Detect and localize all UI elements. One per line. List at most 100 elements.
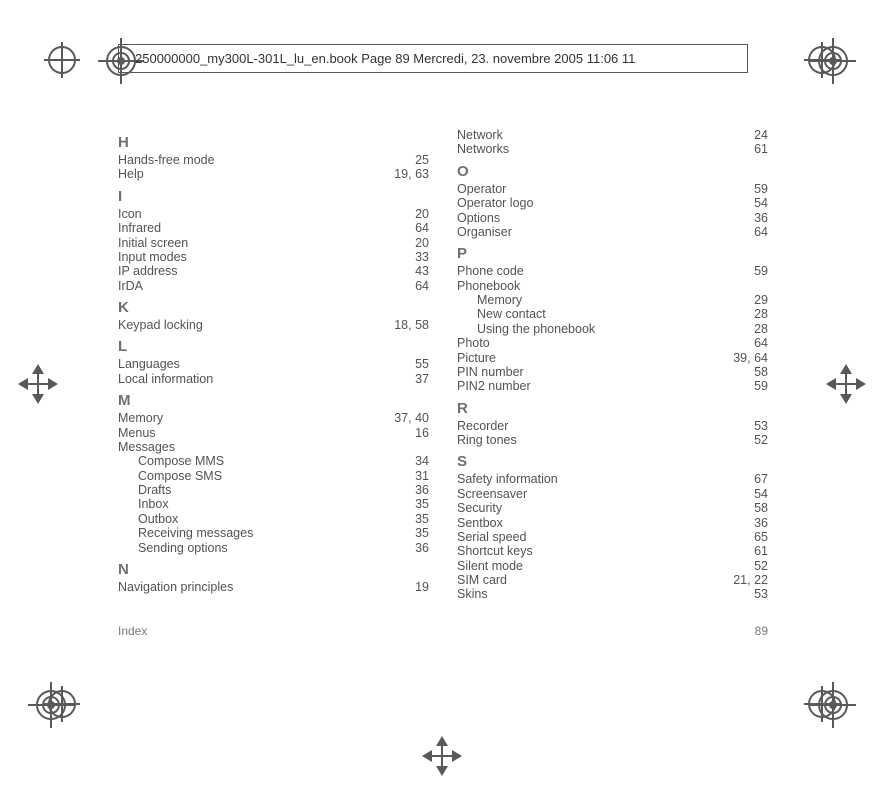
index-term: Keypad locking	[118, 318, 203, 332]
index-term: Compose SMS	[118, 469, 222, 483]
index-entry: Inbox35	[118, 497, 429, 511]
index-pages: 54	[754, 196, 768, 210]
index-entry: Skins 53	[457, 587, 768, 601]
index-pages: 28	[754, 307, 768, 321]
index-entry: Memory 37, 40	[118, 411, 429, 425]
index-pages: 59	[754, 182, 768, 196]
index-entry: Navigation principles 19	[118, 580, 429, 594]
index-entry: Icon 20	[118, 207, 429, 221]
index-pages: 29	[754, 293, 768, 307]
index-term: Outbox	[118, 512, 178, 526]
index-term: Photo	[457, 336, 490, 350]
index-section-letter: O	[457, 163, 768, 180]
index-section-letter: S	[457, 453, 768, 470]
index-entry: Networks61	[457, 142, 768, 156]
index-pages: 19, 63	[394, 167, 429, 181]
alignment-arrows-icon	[828, 366, 864, 402]
index-entry: Using the phonebook28	[457, 322, 768, 336]
index-section-letter: H	[118, 134, 429, 151]
index-entry: Sentbox36	[457, 516, 768, 530]
index-term: Receiving messages	[118, 526, 253, 540]
index-term: Picture	[457, 351, 496, 365]
index-entry: IP address43	[118, 264, 429, 278]
index-pages: 58	[754, 365, 768, 379]
index-term: SIM card	[457, 573, 507, 587]
index-term: PIN number	[457, 365, 524, 379]
index-pages: 37, 40	[394, 411, 429, 425]
index-pages: 54	[754, 487, 768, 501]
index-term: Phone code	[457, 264, 524, 278]
index-section-letter: I	[118, 188, 429, 205]
registration-target-icon	[818, 46, 848, 76]
index-pages: 64	[754, 336, 768, 350]
index-term: Sentbox	[457, 516, 503, 530]
index-term: Input modes	[118, 250, 187, 264]
index-term: Serial speed	[457, 530, 527, 544]
index-entry: Infrared 64	[118, 221, 429, 235]
index-section-letter: R	[457, 400, 768, 417]
index-term: Skins	[457, 587, 488, 601]
index-entry: Options36	[457, 211, 768, 225]
index-pages: 59	[754, 379, 768, 393]
index-pages: 20	[415, 207, 429, 221]
index-entry: Silent mode52	[457, 559, 768, 573]
index-entry: SIM card21, 22	[457, 573, 768, 587]
index-term: Shortcut keys	[457, 544, 533, 558]
index-entry: Languages55	[118, 357, 429, 371]
index-term: Sending options	[118, 541, 228, 555]
index-pages: 65	[754, 530, 768, 544]
index-term: Phonebook	[457, 279, 520, 293]
index-pages: 64	[754, 225, 768, 239]
index-entry: Compose SMS31	[118, 469, 429, 483]
index-term: IrDA	[118, 279, 143, 293]
index-term: Compose MMS	[118, 454, 224, 468]
index-term: Help	[118, 167, 144, 181]
header-text: 250000000_my300L-301L_lu_en.book Page 89…	[135, 51, 635, 66]
index-pages: 58	[754, 501, 768, 515]
index-term: Ring tones	[457, 433, 517, 447]
index-column-right: Network24Networks61OOperator59Operator l…	[457, 128, 768, 602]
index-term: Using the phonebook	[457, 322, 595, 336]
index-pages: 16	[415, 426, 429, 440]
index-term: Security	[457, 501, 502, 515]
index-entry: PIN number 58	[457, 365, 768, 379]
index-pages: 52	[754, 433, 768, 447]
index-pages: 20	[415, 236, 429, 250]
index-pages: 36	[415, 541, 429, 555]
index-term: Memory	[118, 411, 163, 425]
index-entry: Initial screen 20	[118, 236, 429, 250]
index-term: Navigation principles	[118, 580, 233, 594]
index-entry: Picture39, 64	[457, 351, 768, 365]
index-term: Initial screen	[118, 236, 188, 250]
index-pages: 25	[415, 153, 429, 167]
index-entry: Drafts36	[118, 483, 429, 497]
page-header: 250000000_my300L-301L_lu_en.book Page 89…	[118, 44, 748, 73]
index-pages: 64	[415, 221, 429, 235]
index-term: Drafts	[118, 483, 171, 497]
index-term: Messages	[118, 440, 175, 454]
index-entry: Hands-free mode 25	[118, 153, 429, 167]
index-entry: Network24	[457, 128, 768, 142]
index-pages: 18, 58	[394, 318, 429, 332]
index-term: Icon	[118, 207, 142, 221]
index-entry: Operator59	[457, 182, 768, 196]
index-pages: 53	[754, 587, 768, 601]
index-section-letter: M	[118, 392, 429, 409]
index-term: Infrared	[118, 221, 161, 235]
index-pages: 19	[415, 580, 429, 594]
index-entry: Recorder53	[457, 419, 768, 433]
index-entry: Local information37	[118, 372, 429, 386]
index-entry: PIN2 number 59	[457, 379, 768, 393]
alignment-arrows-icon	[20, 366, 56, 402]
index-term: PIN2 number	[457, 379, 531, 393]
index-section-letter: K	[118, 299, 429, 316]
index-pages: 59	[754, 264, 768, 278]
index-term: Memory	[457, 293, 522, 307]
index-entry: Sending options 36	[118, 541, 429, 555]
index-entry: Organiser64	[457, 225, 768, 239]
index-term: Languages	[118, 357, 180, 371]
index-entry: Screensaver54	[457, 487, 768, 501]
index-term: Hands-free mode	[118, 153, 215, 167]
index-term: Menus	[118, 426, 156, 440]
index-entry: Phone code 59	[457, 264, 768, 278]
